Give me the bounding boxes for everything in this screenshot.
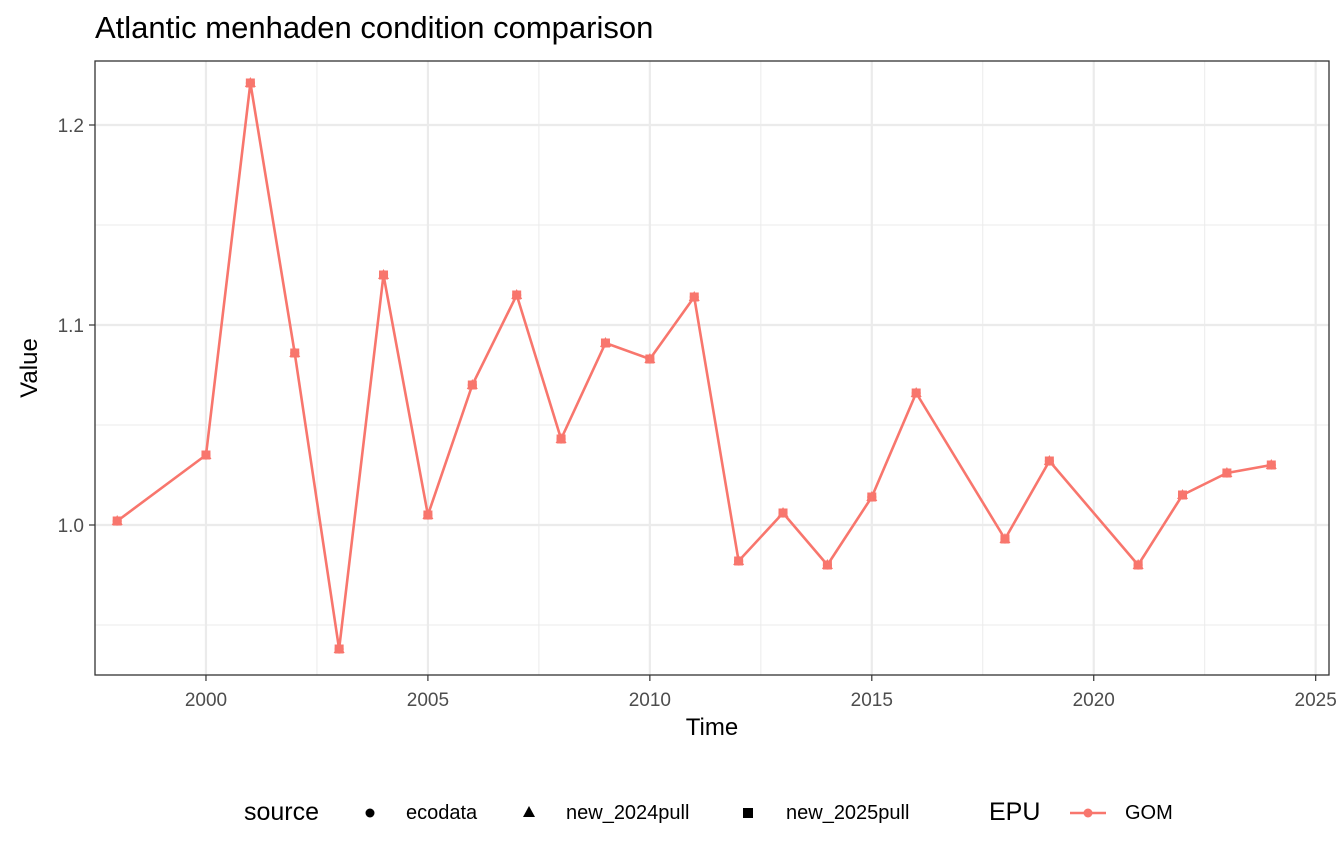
data-point bbox=[244, 77, 256, 88]
legend-key-line-circle-icon bbox=[1070, 808, 1106, 818]
legend-label-new-2025pull: new_2025pull bbox=[786, 802, 910, 824]
data-point bbox=[333, 643, 345, 654]
panel-border bbox=[94, 60, 1330, 676]
data-point bbox=[1177, 489, 1189, 500]
x-axis: 2000 2005 2010 2015 2020 2025 bbox=[185, 675, 1337, 711]
data-point bbox=[599, 337, 611, 348]
legend-key-square-icon bbox=[743, 808, 753, 818]
data-point-square bbox=[600, 338, 610, 348]
data-point bbox=[378, 269, 390, 280]
legend-label-ecodata: ecodata bbox=[406, 802, 478, 824]
data-point-square bbox=[689, 292, 699, 302]
data-point-square bbox=[778, 508, 788, 518]
y-tick-label: 1.1 bbox=[58, 316, 84, 337]
data-point bbox=[289, 347, 301, 358]
data-point-square bbox=[822, 560, 832, 570]
data-point bbox=[466, 379, 478, 390]
y-tick-label: 1.2 bbox=[58, 116, 84, 137]
data-point-square bbox=[334, 644, 344, 654]
data-point-square bbox=[1266, 460, 1276, 470]
data-point-square bbox=[512, 290, 522, 300]
data-point-square bbox=[734, 556, 744, 566]
series-line-gom bbox=[116, 81, 1272, 651]
panel-background bbox=[95, 61, 1329, 675]
data-point-square bbox=[290, 348, 300, 358]
data-point bbox=[1043, 455, 1055, 466]
legend-label-gom: GOM bbox=[1125, 802, 1173, 824]
y-tick-label: 1.0 bbox=[58, 516, 84, 537]
grid-major bbox=[95, 61, 1329, 675]
data-point bbox=[422, 509, 434, 520]
data-point-square bbox=[911, 388, 921, 398]
data-point-square bbox=[1133, 560, 1143, 570]
x-axis-title: Time bbox=[685, 714, 739, 741]
legend-title-epu: EPU bbox=[989, 798, 1041, 826]
series-points bbox=[111, 77, 1277, 654]
y-axis-title: Value bbox=[16, 338, 43, 398]
data-point bbox=[111, 515, 123, 526]
data-point-square bbox=[1000, 534, 1010, 544]
data-point-square bbox=[1044, 456, 1054, 466]
data-point-square bbox=[867, 492, 877, 502]
data-point bbox=[910, 387, 922, 398]
series-lines bbox=[116, 81, 1272, 651]
data-point-square bbox=[423, 510, 433, 520]
x-tick-label: 2025 bbox=[1295, 690, 1337, 711]
data-point-square bbox=[1222, 468, 1232, 478]
data-point bbox=[511, 289, 523, 300]
x-tick-label: 2010 bbox=[629, 690, 671, 711]
data-point-square bbox=[379, 270, 389, 280]
data-point-square bbox=[556, 434, 566, 444]
legend-key-triangle-icon bbox=[523, 806, 535, 817]
data-point bbox=[688, 291, 700, 302]
legend-key-circle-icon bbox=[365, 808, 375, 818]
data-point-square bbox=[1178, 490, 1188, 500]
data-point-square bbox=[201, 450, 211, 460]
data-point bbox=[866, 491, 878, 502]
x-tick-label: 2015 bbox=[851, 690, 893, 711]
data-point bbox=[1132, 559, 1144, 570]
legend-label-new-2024pull: new_2024pull bbox=[566, 802, 690, 824]
data-point bbox=[1265, 459, 1277, 470]
data-point bbox=[821, 559, 833, 570]
data-point bbox=[644, 353, 656, 364]
data-point-square bbox=[645, 354, 655, 364]
data-point bbox=[733, 555, 745, 566]
legend-title-source: source bbox=[244, 798, 320, 826]
data-point bbox=[777, 507, 789, 518]
x-tick-label: 2000 bbox=[185, 690, 227, 711]
x-tick-label: 2020 bbox=[1073, 690, 1115, 711]
data-point bbox=[1221, 467, 1233, 478]
data-point-square bbox=[245, 78, 255, 88]
legend: source ecodata new_2024pull new_2025pull… bbox=[0, 796, 1344, 832]
data-point bbox=[555, 433, 567, 444]
data-point bbox=[999, 533, 1011, 544]
data-point bbox=[200, 449, 212, 460]
data-point-square bbox=[112, 516, 122, 526]
x-tick-label: 2005 bbox=[407, 690, 449, 711]
chart-title: Atlantic menhaden condition comparison bbox=[95, 10, 654, 45]
y-axis: 1.0 1.1 1.2 bbox=[58, 116, 95, 537]
data-point-square bbox=[467, 380, 477, 390]
